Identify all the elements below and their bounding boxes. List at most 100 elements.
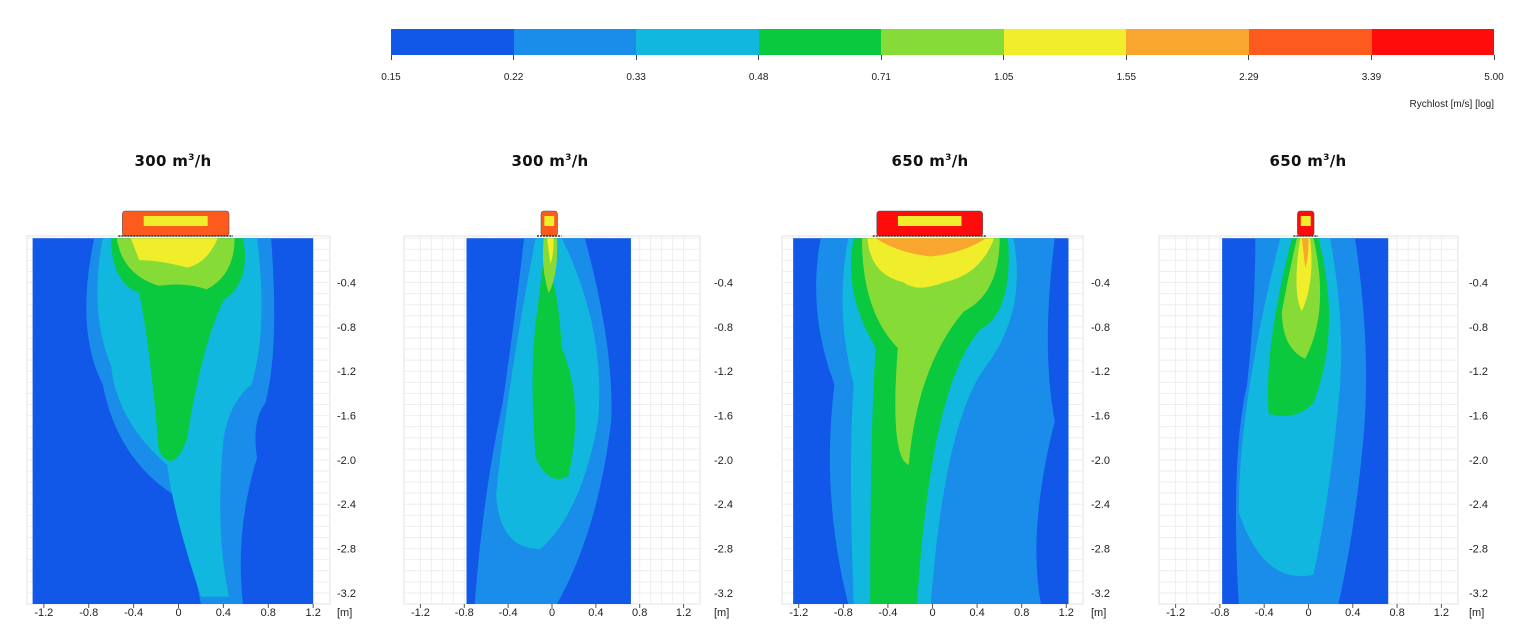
x-tick-label: 0.4 bbox=[216, 607, 231, 619]
y-tick-label: -2.0 bbox=[1091, 455, 1110, 467]
y-tick-label: -2.4 bbox=[1091, 499, 1110, 511]
colorbar-tick bbox=[1370, 55, 1372, 60]
velocity-contours bbox=[474, 238, 612, 605]
panel-title-3: 650 m3/h bbox=[891, 152, 969, 170]
x-tick-label: -1.2 bbox=[411, 607, 430, 619]
panel-2: -1.2 -0.8 -0.4 0 0.4 0.8 1.2 [m] -0.4 -0.8 -1.2 -1.… bbox=[403, 210, 733, 619]
y-tick-label: -2.0 bbox=[1469, 455, 1488, 467]
x-tick-label: 1.2 bbox=[676, 607, 691, 619]
x-tick-label: 0.8 bbox=[632, 607, 647, 619]
colorbar-tick-label: 0.22 bbox=[503, 72, 524, 83]
y-tick-label: -3.2 bbox=[714, 588, 733, 600]
colorbar-tick bbox=[635, 55, 637, 60]
x-tick-label: -1.2 bbox=[789, 607, 808, 619]
y-tick-label: -3.2 bbox=[337, 588, 356, 600]
y-tick-label: -0.8 bbox=[1469, 322, 1488, 334]
x-tick-label: 1.2 bbox=[1434, 607, 1449, 619]
diffuser bbox=[537, 210, 562, 237]
y-tick-label: -2.8 bbox=[337, 544, 356, 556]
x-tick-label: -0.4 bbox=[499, 607, 518, 619]
contour-band bbox=[875, 238, 986, 257]
y-tick-label: -2.8 bbox=[714, 544, 733, 556]
panel-title-4: 650 m3/h bbox=[1269, 152, 1347, 170]
diffuser bbox=[118, 210, 233, 237]
colorbar-tick bbox=[390, 55, 392, 60]
y-tick-label: -2.8 bbox=[1091, 544, 1110, 556]
contour-band bbox=[547, 238, 554, 264]
y-tick-label: -1.6 bbox=[714, 411, 733, 423]
colorbar-tick bbox=[1248, 55, 1250, 60]
contour-band bbox=[1301, 238, 1309, 268]
velocity-contours bbox=[1235, 238, 1367, 605]
y-tick-label: -0.4 bbox=[1091, 278, 1110, 290]
x-tick-label: -0.8 bbox=[79, 607, 98, 619]
contour-band bbox=[111, 238, 245, 461]
colorbar-segment-8 bbox=[1248, 29, 1372, 55]
diffuser-core bbox=[1300, 216, 1311, 226]
y-tick-label: -2.4 bbox=[1469, 499, 1488, 511]
y-tick-label: -3.2 bbox=[1469, 588, 1488, 600]
colorbar-ticks: 0.15 0.22 0.33 0.48 0.71 1.05 1.55 2.29 3.39 5.00 bbox=[381, 55, 1504, 85]
colorbar-segment-1 bbox=[391, 29, 514, 55]
diffuser-core bbox=[143, 216, 208, 226]
x-tick-label: -0.4 bbox=[124, 607, 143, 619]
y-tick-label: -1.6 bbox=[1469, 411, 1488, 423]
x-tick-label: 0 bbox=[1305, 607, 1311, 619]
diffuser bbox=[1293, 210, 1319, 237]
y-tick-label: -1.2 bbox=[337, 366, 356, 378]
x-unit-label: [m] bbox=[714, 607, 729, 619]
panel-3: -1.2 -0.8 -0.4 0 0.4 0.8 1.2 [m] -0.4 -0.8 -1.2 -1.… bbox=[781, 210, 1110, 619]
colorbar-tick-label: 3.39 bbox=[1361, 72, 1382, 83]
contour-band bbox=[130, 238, 218, 268]
x-unit-label: [m] bbox=[337, 607, 352, 619]
panel-4: -1.2 -0.8 -0.4 0 0.4 0.8 1.2 [m] -0.4 -0.8 -1.2 -1.… bbox=[1158, 210, 1488, 619]
x-tick-label: 0.4 bbox=[969, 607, 984, 619]
panel-title-2: 300 m3/h bbox=[511, 152, 589, 170]
x-tick-label: 0 bbox=[549, 607, 555, 619]
x-unit-label: [m] bbox=[1091, 607, 1106, 619]
y-tick-label: -0.8 bbox=[337, 322, 356, 334]
colorbar-segment-5 bbox=[881, 29, 1004, 55]
x-tick-label: 0.8 bbox=[1014, 607, 1029, 619]
x-tick-label: 0.8 bbox=[1389, 607, 1404, 619]
x-tick-label: -0.8 bbox=[1210, 607, 1229, 619]
y-tick-label: -2.8 bbox=[1469, 544, 1488, 556]
colorbar-tick-label: 0.33 bbox=[626, 72, 646, 83]
y-tick-label: -0.4 bbox=[337, 278, 356, 290]
contour-band bbox=[542, 238, 558, 294]
y-tick-label: -2.4 bbox=[714, 499, 733, 511]
colorbar-tick-label: 5.00 bbox=[1484, 72, 1504, 83]
x-tick-label: 0 bbox=[175, 607, 181, 619]
colorbar-tick-label: 1.05 bbox=[994, 72, 1014, 83]
y-tick-label: -3.2 bbox=[1091, 588, 1110, 600]
y-tick-label: -0.8 bbox=[714, 322, 733, 334]
x-tick-label: 0 bbox=[929, 607, 935, 619]
x-tick-label: -1.2 bbox=[34, 607, 53, 619]
diffuser-core bbox=[897, 216, 962, 226]
colorbar-tick-label: 0.48 bbox=[748, 72, 769, 83]
colorbar-tick bbox=[1493, 55, 1495, 60]
y-tick-label: -2.4 bbox=[337, 499, 356, 511]
diffuser bbox=[872, 210, 987, 237]
y-tick-label: -2.0 bbox=[337, 455, 356, 467]
colorbar-tick bbox=[513, 55, 515, 60]
colorbar-title: Rychlost [m/s] [log] bbox=[1409, 99, 1494, 110]
x-tick-label: 1.2 bbox=[306, 607, 321, 619]
velocity-contours bbox=[86, 238, 275, 605]
y-tick-label: -0.4 bbox=[714, 278, 733, 290]
colorbar-tick-label: 2.29 bbox=[1239, 72, 1259, 83]
contour-band bbox=[532, 256, 576, 479]
colorbar-tick bbox=[1125, 55, 1127, 60]
colorbar-tick bbox=[758, 55, 760, 60]
velocity-contours bbox=[816, 238, 1055, 605]
y-tick-label: -1.6 bbox=[1091, 411, 1110, 423]
x-tick-label: -0.4 bbox=[878, 607, 897, 619]
colorbar-segment-6 bbox=[1003, 29, 1127, 55]
x-tick-label: 0.4 bbox=[1345, 607, 1360, 619]
colorbar-tick-label: 1.55 bbox=[1116, 72, 1137, 83]
x-tick-label: 0.4 bbox=[588, 607, 603, 619]
colorbar-segment-3 bbox=[636, 29, 759, 55]
colorbar-segment-4 bbox=[758, 29, 882, 55]
colorbar bbox=[391, 29, 1495, 55]
